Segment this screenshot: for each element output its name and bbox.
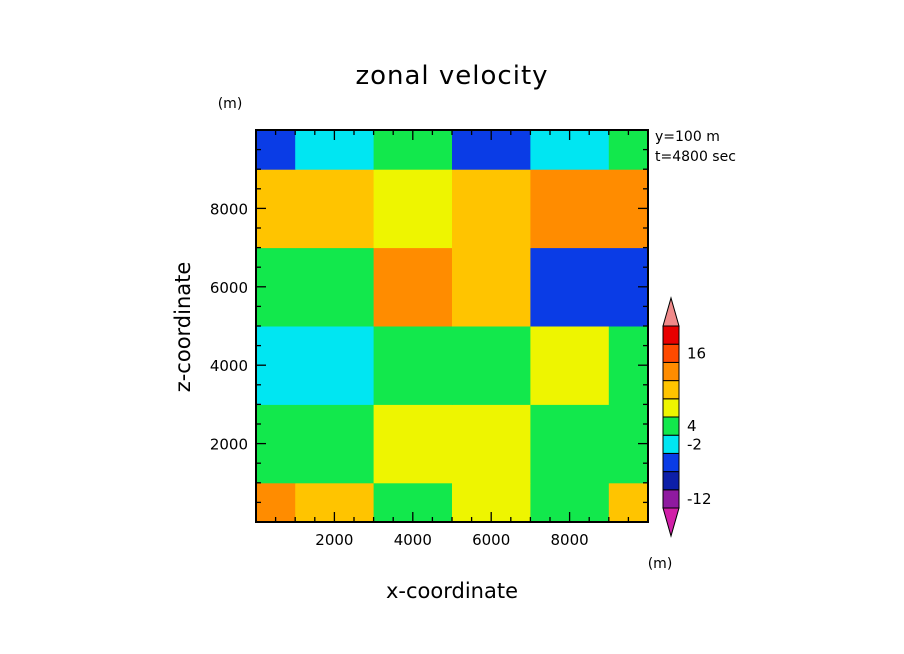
y-tick-label-1: 4000 <box>210 357 248 375</box>
x-tick-label-2: 6000 <box>472 531 510 549</box>
field-cell <box>373 326 453 405</box>
axis-ticks <box>256 130 648 522</box>
colorbar-label-2: -2 <box>687 435 702 453</box>
colorbar-top-arrow <box>662 296 680 327</box>
colorbar-swatch <box>662 380 680 400</box>
field-cell <box>373 169 453 249</box>
y-tick-label-3: 8000 <box>210 200 248 218</box>
colorbar-swatch <box>662 343 680 363</box>
colorbar-bottom-arrow <box>662 507 680 538</box>
x-tick-label-3: 8000 <box>551 531 589 549</box>
colorbar-label-3: -12 <box>687 490 712 508</box>
x-axis-label: x-coordinate <box>386 579 518 603</box>
field-cell <box>256 130 296 170</box>
x-tick-label-0: 2000 <box>315 531 353 549</box>
y-tick-label-0: 2000 <box>210 436 248 454</box>
colorbar <box>662 296 680 538</box>
field-cell <box>530 169 610 249</box>
field-cell <box>530 404 610 484</box>
field-cell <box>530 247 610 327</box>
annotation-y: y=100 m <box>655 129 720 145</box>
colorbar-swatch <box>662 416 680 436</box>
field-cell <box>452 247 531 327</box>
contour-field <box>256 130 648 522</box>
field-cell <box>295 326 375 405</box>
field-cell <box>452 169 531 249</box>
colorbar-swatch <box>662 471 680 491</box>
colorbar-swatch <box>662 434 680 454</box>
y-axis-label: z-coordinate <box>171 262 195 393</box>
field-cell <box>608 130 648 170</box>
field-cell <box>452 404 531 484</box>
field-cell <box>256 482 296 522</box>
colorbar-swatch <box>662 398 680 418</box>
field-cell <box>295 169 375 249</box>
field-cell <box>373 247 453 327</box>
annotation-t: t=4800 sec <box>655 149 736 165</box>
y-unit-label: (m) <box>218 96 243 112</box>
colorbar-swatch <box>662 325 680 345</box>
colorbar-swatch <box>662 361 680 382</box>
colorbar-unit-label: (m) <box>648 556 673 572</box>
y-tick-label-2: 6000 <box>210 279 248 297</box>
field-cell <box>452 326 531 405</box>
chart-title: zonal velocity <box>355 61 548 91</box>
field-cell <box>373 404 453 484</box>
field-cell <box>295 247 375 327</box>
colorbar-label-1: 4 <box>687 417 697 435</box>
colorbar-swatch <box>662 489 680 509</box>
field-cell <box>608 482 648 522</box>
colorbar-label-0: 16 <box>687 344 706 362</box>
field-cell <box>295 404 375 484</box>
x-tick-label-1: 4000 <box>394 531 432 549</box>
colorbar-swatch <box>662 452 680 473</box>
field-cell <box>530 326 610 405</box>
